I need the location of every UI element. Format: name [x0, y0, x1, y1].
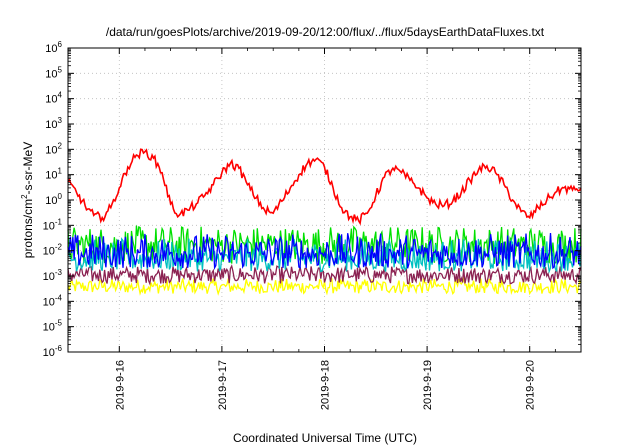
axis-ticks: 10610510410310210110010-110-210-310-410-… — [43, 40, 581, 410]
series-line — [67, 264, 582, 286]
y-tick-base: 10 — [45, 43, 57, 55]
y-tick-label: 101 — [45, 167, 62, 182]
y-tick-label: 102 — [45, 141, 62, 156]
y-tick-label: 10-3 — [43, 268, 63, 283]
y-tick-exponent: -5 — [55, 319, 63, 328]
chart-title: /data/run/goesPlots/archive/2019-09-20/1… — [106, 25, 545, 39]
y-tick-label: 100 — [45, 192, 62, 207]
y-tick-exponent: -2 — [55, 243, 63, 252]
x-tick-label: 2019-9-16 — [114, 360, 126, 410]
y-tick-exponent: -3 — [55, 268, 63, 277]
y-tick-base: 10 — [45, 195, 57, 207]
y-tick-exponent: 6 — [58, 40, 63, 49]
y-tick-base: 10 — [45, 170, 57, 182]
y-tick-base: 10 — [43, 246, 55, 258]
y-tick-base: 10 — [43, 271, 55, 283]
y-tick-label: 10-1 — [43, 217, 63, 232]
y-tick-exponent: 1 — [58, 167, 63, 176]
y-tick-label: 10-4 — [43, 293, 63, 308]
y-tick-base: 10 — [45, 94, 57, 106]
y-tick-exponent: 2 — [58, 141, 63, 150]
y-tick-label: 10-2 — [43, 243, 63, 258]
x-axis-label: Coordinated Universal Time (UTC) — [233, 431, 417, 445]
series-layer — [67, 148, 582, 296]
y-tick-exponent: 5 — [58, 65, 63, 74]
y-tick-exponent: 4 — [58, 91, 63, 100]
series-line — [67, 233, 582, 271]
y-tick-exponent: 0 — [58, 192, 63, 201]
grid — [68, 48, 581, 352]
y-tick-exponent: -1 — [55, 217, 63, 226]
y-tick-base: 10 — [45, 144, 57, 156]
y-tick-label: 103 — [45, 116, 62, 131]
y-tick-base: 10 — [43, 322, 55, 334]
y-axis-label-suffix: -s-sr-MeV — [21, 142, 35, 195]
y-tick-exponent: -6 — [55, 344, 63, 353]
y-axis-label: protons/cm2-s-sr-MeV — [20, 142, 35, 258]
y-axis-label-sup: 2 — [20, 194, 29, 199]
x-tick-label: 2019-9-20 — [525, 360, 537, 410]
y-tick-label: 10-6 — [43, 344, 63, 359]
y-tick-base: 10 — [43, 220, 55, 232]
y-tick-label: 10-5 — [43, 319, 63, 334]
y-tick-exponent: 3 — [58, 116, 63, 125]
y-tick-base: 10 — [43, 296, 55, 308]
y-axis-label-prefix: protons/cm — [21, 199, 35, 258]
series-line — [67, 148, 582, 226]
y-tick-base: 10 — [45, 119, 57, 131]
y-tick-exponent: -4 — [55, 293, 63, 302]
x-tick-label: 2019-9-18 — [320, 360, 332, 410]
y-tick-label: 104 — [45, 91, 62, 106]
x-tick-label: 2019-9-19 — [422, 360, 434, 410]
series-line — [67, 237, 582, 274]
y-tick-base: 10 — [43, 347, 55, 359]
y-tick-label: 106 — [45, 40, 62, 55]
y-tick-base: 10 — [45, 68, 57, 80]
y-tick-label: 105 — [45, 65, 62, 80]
x-tick-label: 2019-9-17 — [217, 360, 229, 410]
